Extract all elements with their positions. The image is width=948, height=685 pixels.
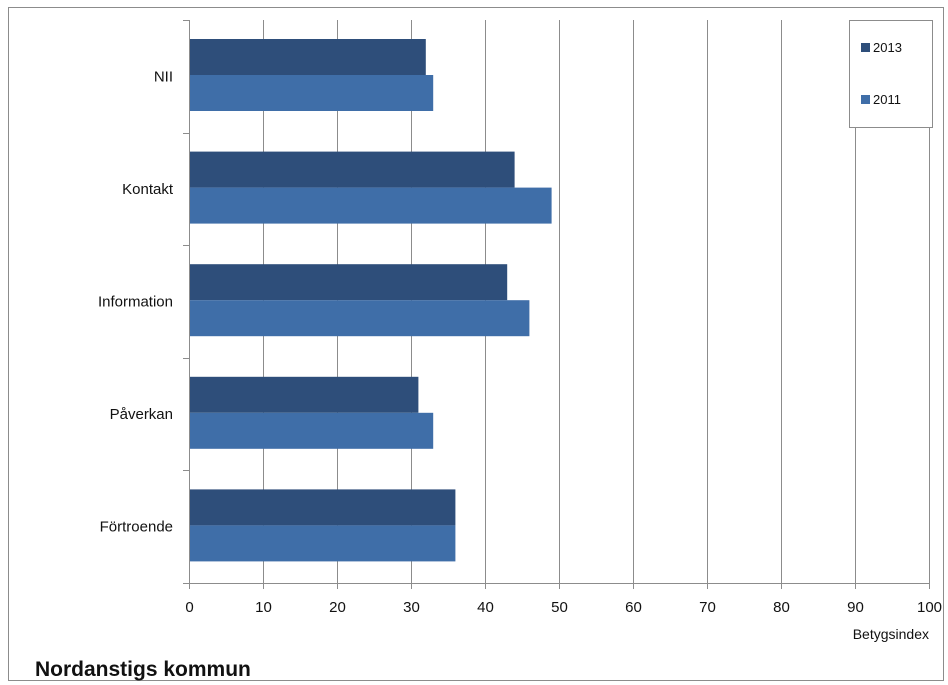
category-label: Kontakt	[122, 181, 174, 198]
footer-title: Nordanstigs kommun	[35, 658, 251, 681]
chart-frame	[8, 7, 944, 681]
x-tick-label: 40	[477, 599, 494, 616]
bar-2011-information	[190, 300, 530, 337]
x-tick-label: 60	[625, 599, 642, 616]
bar-2013-påverkan	[190, 376, 419, 413]
x-tick-label: 80	[773, 599, 790, 616]
bar-2011-förtroende	[190, 525, 456, 562]
category-label: NII	[154, 68, 173, 85]
legend-label-2011: 2011	[873, 92, 901, 107]
legend-swatch-2011	[861, 95, 870, 104]
x-tick-label: 100	[917, 599, 942, 616]
x-tick-label: 90	[847, 599, 864, 616]
bar-2011-påverkan	[190, 412, 434, 449]
x-tick-label: 10	[255, 599, 272, 616]
x-axis-title: Betygsindex	[853, 626, 929, 642]
category-label: Påverkan	[110, 406, 173, 423]
x-tick-label: 30	[403, 599, 420, 616]
x-tick-label: 0	[185, 599, 193, 616]
bar-2013-information	[190, 264, 508, 301]
legend-item-2013: 2013	[861, 40, 902, 55]
bar-2013-förtroende	[190, 489, 456, 526]
x-tick-label: 50	[551, 599, 568, 616]
x-tick-label: 20	[329, 599, 346, 616]
x-tick-label: 70	[699, 599, 716, 616]
bar-2013-nii	[190, 39, 426, 75]
legend-label-2013: 2013	[873, 40, 902, 55]
category-label: Information	[98, 294, 173, 311]
bar-2013-kontakt	[190, 151, 515, 188]
bar-2011-nii	[190, 75, 434, 111]
legend-swatch-2013	[861, 43, 870, 52]
bar-2011-kontakt	[190, 187, 552, 224]
category-label: Förtroende	[100, 519, 173, 536]
chart-legend: 2013 2011	[849, 20, 933, 128]
legend-item-2011: 2011	[861, 92, 901, 107]
